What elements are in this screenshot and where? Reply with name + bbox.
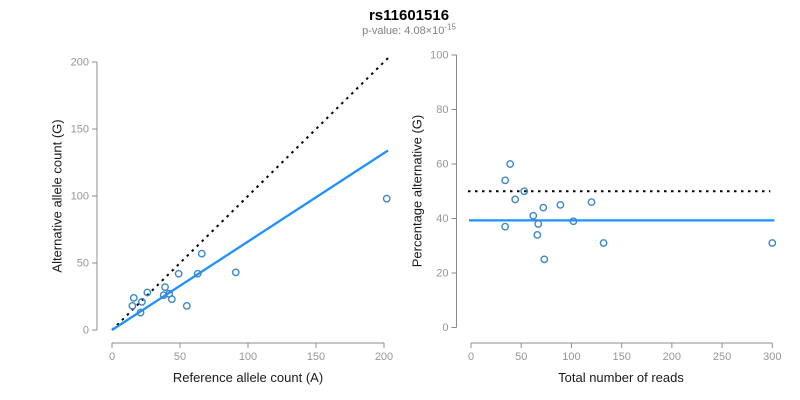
x-tick-label: 100 [562, 351, 580, 363]
right-x-axis-title: Total number of reads [558, 370, 684, 385]
y-tick-label: 200 [71, 57, 89, 69]
left-y-axis-title: Alternative allele count (G) [49, 119, 65, 273]
right-y-axis-title: Percentage alternative (G) [409, 114, 425, 268]
figure-subtitle: p-value: 4.08×10-15 [362, 22, 456, 37]
data-point [520, 187, 529, 196]
x-tick-label: 250 [713, 351, 731, 363]
left-x-axis-title: Reference allele count (A) [172, 370, 324, 385]
figure-title: rs11601516 [368, 7, 450, 24]
data-point [540, 255, 549, 264]
data-point [599, 239, 608, 247]
y-tick-label: 0 [442, 322, 448, 334]
data-point [506, 160, 515, 168]
x-tick-label: 300 [763, 351, 781, 363]
data-point [182, 301, 191, 310]
data-point [511, 195, 520, 204]
data-point [159, 291, 168, 300]
fit-line [111, 149, 389, 331]
data-point [382, 194, 391, 203]
y-tick-label: 100 [430, 50, 448, 62]
x-tick-label: 150 [307, 351, 325, 363]
y-tick-label: 20 [436, 268, 448, 280]
y-tick-label: 80 [436, 104, 448, 116]
data-point [569, 217, 578, 226]
y-tick-label: 60 [436, 159, 448, 171]
y-tick-label: 40 [436, 213, 448, 225]
data-point [128, 301, 137, 310]
p-value-text: p-value: 4.08×10 [362, 25, 445, 37]
p-value-exponent: -15 [444, 22, 456, 32]
y-tick-label: 50 [77, 258, 89, 270]
y-tick-label: 150 [71, 124, 89, 136]
data-point [768, 239, 777, 247]
data-point [197, 249, 206, 258]
data-point [556, 200, 565, 209]
data-point [231, 268, 240, 277]
data-point [501, 176, 510, 185]
data-point [143, 288, 152, 297]
y-tick-label: 0 [83, 325, 89, 337]
data-point [129, 293, 138, 302]
identity-line [111, 57, 389, 331]
x-tick-label: 0 [468, 351, 474, 363]
x-tick-label: 150 [612, 351, 630, 363]
x-tick-label: 50 [515, 351, 527, 363]
data-point [534, 220, 543, 228]
y-tick-label: 100 [71, 191, 89, 203]
data-point [167, 295, 176, 304]
data-point [587, 198, 596, 207]
data-point [193, 269, 202, 278]
data-point [138, 297, 146, 306]
data-point [539, 203, 548, 212]
x-tick-label: 0 [109, 351, 115, 363]
x-tick-label: 200 [375, 351, 393, 363]
data-point [529, 211, 538, 220]
x-tick-label: 50 [174, 351, 186, 363]
data-point [136, 308, 145, 317]
data-point [533, 230, 542, 239]
data-point [501, 222, 510, 231]
data-point [161, 283, 169, 292]
x-tick-label: 200 [663, 351, 681, 363]
data-point [174, 269, 183, 278]
x-tick-label: 100 [239, 351, 257, 363]
